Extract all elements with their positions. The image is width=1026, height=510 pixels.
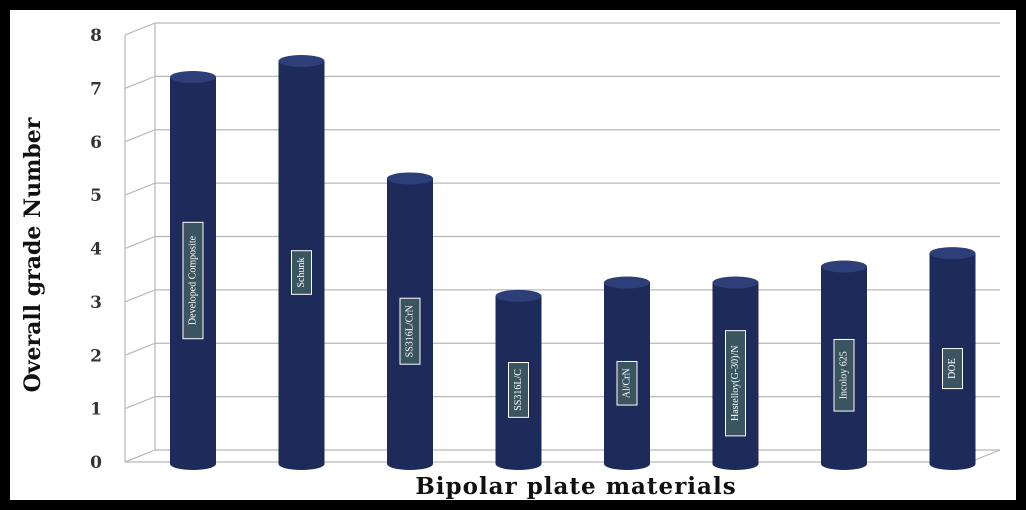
bar-top xyxy=(929,247,976,260)
bar: SS316L/C xyxy=(495,289,542,470)
bar-label-text: DOE xyxy=(947,358,958,379)
bar-base xyxy=(929,458,976,470)
bar-category-label: Schunk xyxy=(291,250,312,295)
y-tick-label: 7 xyxy=(90,79,102,99)
bar-category-label: SS316L/C xyxy=(508,362,529,418)
bar-base xyxy=(712,458,759,470)
y-tick-label: 5 xyxy=(90,186,102,206)
bar-top xyxy=(170,71,216,84)
label-box xyxy=(942,348,963,390)
bar-base xyxy=(278,458,325,470)
bar-top xyxy=(495,289,542,302)
bar-top xyxy=(604,276,650,289)
bar-label-text: SS316L/C xyxy=(513,369,524,411)
x-axis-title: Bipolar plate materials xyxy=(415,473,736,500)
y-tick-label: 6 xyxy=(90,133,102,153)
gridline-diagonal xyxy=(124,129,156,143)
bar-base xyxy=(604,458,650,470)
y-tick-label: 8 xyxy=(90,26,102,46)
bar-label-text: Hastelloy(G-30)/N xyxy=(730,345,741,421)
bars: Developed Composite Schunk SS316L/CrN SS316… xyxy=(170,55,976,470)
bar-top xyxy=(387,172,433,185)
bar-base xyxy=(170,458,216,470)
label-box xyxy=(616,360,638,406)
y-tick-label: 0 xyxy=(90,453,102,473)
bar-base xyxy=(821,458,867,470)
bar-top xyxy=(712,276,759,289)
bar-top xyxy=(278,55,325,68)
bar-category-label: Al/CrN xyxy=(616,360,638,406)
bar-top xyxy=(821,260,867,273)
gridline-diagonal xyxy=(124,182,156,196)
bar-category-label: DOE xyxy=(942,348,963,390)
gridline-diagonal xyxy=(124,235,156,250)
bar: Incoloy 625 xyxy=(821,260,867,470)
gridlines xyxy=(124,22,1001,463)
bar-label-text: Al/CrN xyxy=(622,368,633,398)
y-tick-labels: 0 1 2 3 4 5 6 7 8 xyxy=(90,26,102,473)
bar-category-label: Developed Composite xyxy=(182,221,204,340)
gridline-diagonal xyxy=(124,22,156,36)
gridline-diagonal xyxy=(124,289,156,303)
label-box xyxy=(291,250,312,295)
bar-category-label: Hastelloy(G-30)/N xyxy=(725,330,746,437)
y-tick-label: 2 xyxy=(90,346,102,366)
bar: DOE xyxy=(929,247,976,470)
bar-label-text: Schunk xyxy=(296,258,307,288)
bar: Schunk xyxy=(278,55,325,470)
label-box xyxy=(182,221,204,340)
gridline-diagonal xyxy=(124,396,156,410)
bar-base xyxy=(495,458,542,470)
y-tick-label: 4 xyxy=(90,240,102,260)
label-box xyxy=(725,330,746,437)
bar-label-text: Developed Composite xyxy=(188,235,199,325)
bar-category-label: Incoloy 625 xyxy=(833,338,855,412)
bar-label-text: SS316L/CrN xyxy=(405,305,416,357)
bar: Developed Composite xyxy=(170,71,216,470)
gridline-diagonal xyxy=(124,342,156,356)
label-box xyxy=(508,362,529,418)
label-box xyxy=(833,338,855,412)
y-tick-label: 1 xyxy=(90,400,102,420)
bar-chart: 0 1 2 3 4 5 6 7 8 Developed Composite Schunk SS316… xyxy=(20,22,1001,500)
bar: Al/CrN xyxy=(604,276,650,470)
gridline-diagonal xyxy=(124,449,156,463)
bar-category-label: SS316L/CrN xyxy=(399,297,421,365)
y-axis-title: Overall grade Number xyxy=(20,117,46,392)
bar: Hastelloy(G-30)/N xyxy=(712,276,759,470)
bar: SS316L/CrN xyxy=(387,172,433,470)
bar-label-text: Incoloy 625 xyxy=(839,351,850,399)
y-tick-label: 3 xyxy=(90,293,102,313)
gridline-diagonal xyxy=(124,75,156,89)
label-box xyxy=(399,297,421,365)
bar-base xyxy=(387,458,433,470)
